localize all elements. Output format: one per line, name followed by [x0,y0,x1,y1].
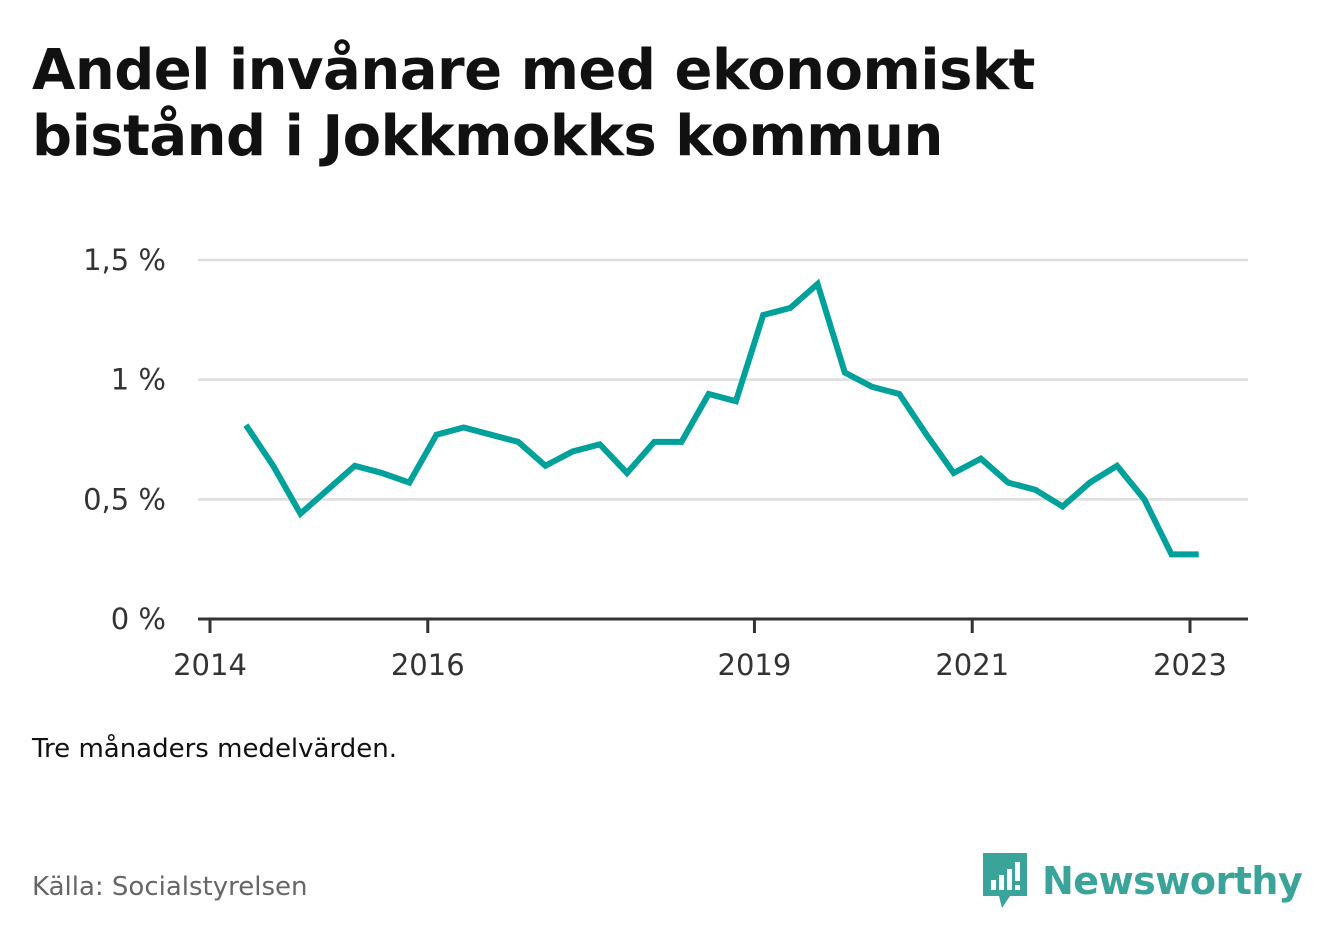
y-tick-label: 1,5 % [83,243,166,277]
x-tick-label: 2016 [391,648,465,682]
x-tick-label: 2019 [718,648,792,682]
newsworthy-logo-icon [983,853,1027,908]
y-axis-tick-labels: 0 % 0,5 % 1 % 1,5 % [83,243,166,636]
x-axis-ticks: 2014 2016 2019 2021 2023 [173,619,1227,682]
x-tick-label: 2023 [1153,648,1227,682]
newsworthy-logo: Newsworthy [980,850,1303,912]
x-tick-label: 2014 [173,648,247,682]
source-credit: Källa: Socialstyrelsen [32,872,308,902]
x-tick-label: 2021 [935,648,1009,682]
chart-note: Tre månaders medelvärden. [32,734,397,764]
y-tick-label: 1 % [111,363,166,397]
newsworthy-logo-text: Newsworthy [1042,859,1303,903]
series-line [243,278,1199,558]
y-tick-label: 0,5 % [83,482,166,516]
chart-title: Andel invånare med ekonomiskt bistånd i … [32,38,1035,169]
y-tick-label: 0 % [111,602,166,636]
